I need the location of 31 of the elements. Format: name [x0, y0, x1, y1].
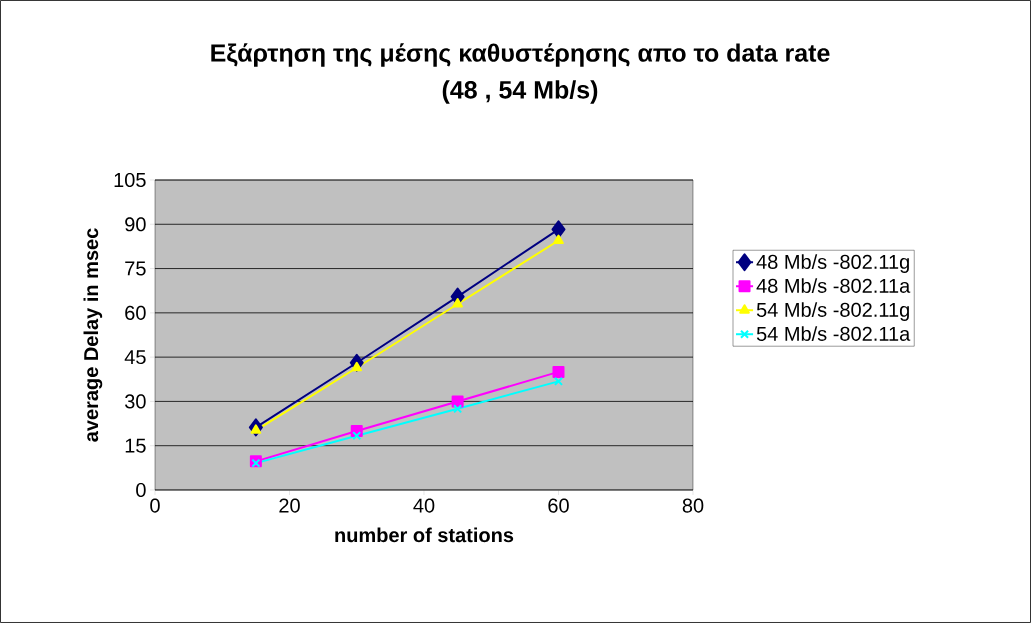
y-tick-label: 15: [125, 438, 146, 453]
x-tick-label: 20: [279, 498, 300, 513]
point: [453, 404, 463, 414]
x-tick-label: 0: [150, 498, 160, 513]
y-tick-label: 0: [136, 482, 146, 498]
y-axis-title: average Delay in msec: [83, 228, 103, 442]
point: [351, 361, 363, 372]
x-tick-label: 40: [413, 498, 435, 513]
y-tick-label: 45: [124, 350, 146, 365]
chart-title: Εξάρτηση της μέσης καθυστέρησης απο το data rate: [211, 43, 830, 67]
y-tick-label: 90: [125, 217, 146, 232]
x-axis-title: number of stations: [335, 527, 514, 543]
point: [452, 297, 463, 308]
point: [553, 234, 564, 245]
point: [552, 365, 565, 378]
y-tick-label: 105: [114, 172, 146, 188]
point: [553, 376, 564, 386]
chart-subtitle: (48 , 54 Mb/s): [442, 80, 598, 104]
legend-label: 48 Mb/s -802.11a: [756, 278, 911, 293]
x-tick-label: 60: [548, 498, 569, 513]
y-tick-label: 75: [125, 261, 146, 276]
point: [250, 424, 262, 434]
point: [551, 220, 566, 239]
x-tick-label: 80: [682, 498, 704, 513]
y-tick-label: 30: [125, 394, 146, 409]
y-tick-label: 60: [125, 305, 146, 320]
legend-label: 48 Mb/s -802.11g: [756, 254, 909, 273]
point: [352, 431, 362, 441]
legend-label: 54 Mb/s -802.11g: [756, 302, 909, 321]
point: [451, 395, 464, 408]
legend-label: 54 Mb/s -802.11a: [756, 326, 911, 341]
